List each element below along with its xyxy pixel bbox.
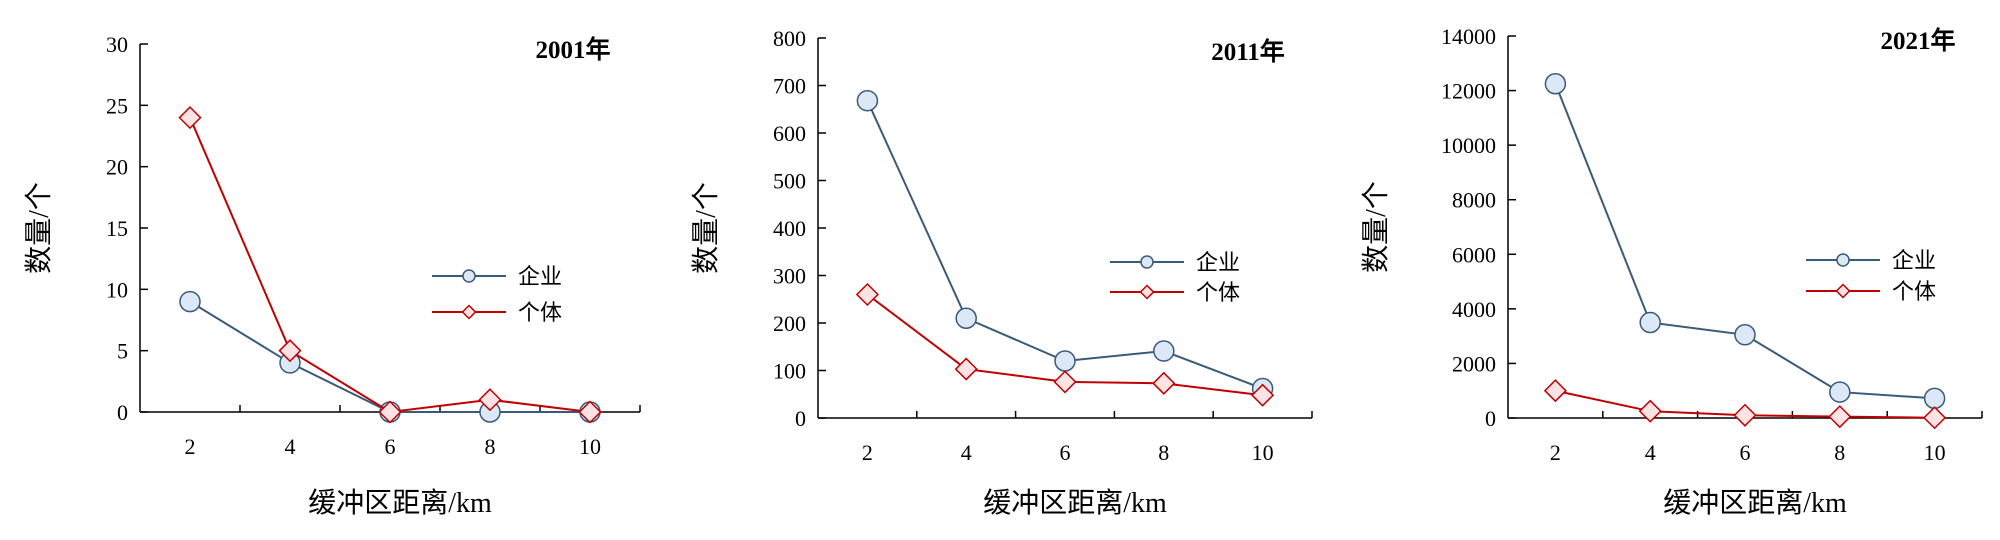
chart-title: 2011年 bbox=[1211, 37, 1285, 66]
y-tick-label: 5 bbox=[117, 339, 128, 364]
legend-label: 个体 bbox=[1196, 280, 1240, 305]
data-point-individual bbox=[1638, 399, 1662, 423]
data-point-enterprise bbox=[955, 307, 977, 329]
x-tick-label: 10 bbox=[579, 434, 601, 459]
x-tick-label: 4 bbox=[285, 434, 296, 459]
legend-marker-individual bbox=[461, 304, 477, 320]
x-tick-label: 8 bbox=[1158, 440, 1169, 465]
data-point-individual bbox=[1733, 403, 1757, 427]
legend-marker-individual bbox=[1139, 284, 1155, 300]
y-tick-label: 15 bbox=[106, 216, 128, 241]
y-tick-label: 2000 bbox=[1452, 351, 1496, 376]
y-tick-label: 100 bbox=[773, 359, 806, 384]
legend-label: 个体 bbox=[1892, 279, 1936, 304]
chart-title: 2001年 bbox=[535, 35, 610, 64]
x-tick-label: 4 bbox=[961, 440, 972, 465]
data-point-individual bbox=[478, 388, 502, 412]
x-tick-label: 6 bbox=[385, 434, 396, 459]
x-tick-label: 2 bbox=[862, 440, 873, 465]
data-point-enterprise bbox=[1829, 381, 1851, 403]
y-tick-label: 200 bbox=[773, 311, 806, 336]
y-tick-label: 25 bbox=[106, 93, 128, 118]
y-tick-label: 400 bbox=[773, 216, 806, 241]
y-axis-title: 数量/个 bbox=[23, 182, 55, 274]
data-point-individual bbox=[954, 357, 978, 381]
y-tick-label: 500 bbox=[773, 169, 806, 194]
x-axis-title: 缓冲区距离/km bbox=[983, 487, 1167, 519]
x-tick-label: 6 bbox=[1740, 440, 1751, 465]
y-tick-label: 0 bbox=[117, 400, 128, 425]
x-tick-label: 6 bbox=[1060, 440, 1071, 465]
y-tick-label: 800 bbox=[773, 26, 806, 51]
y-axis-title: 数量/个 bbox=[690, 182, 722, 274]
chart-title: 2021年 bbox=[1880, 26, 1955, 55]
x-axis-title: 缓冲区距离/km bbox=[1663, 487, 1847, 519]
y-tick-label: 4000 bbox=[1452, 297, 1496, 322]
y-tick-label: 0 bbox=[795, 406, 806, 431]
y-tick-label: 12000 bbox=[1441, 79, 1496, 104]
data-point-individual bbox=[578, 400, 602, 424]
data-point-individual bbox=[1828, 405, 1852, 429]
data-point-individual bbox=[1053, 370, 1077, 394]
x-tick-label: 10 bbox=[1924, 440, 1946, 465]
data-point-individual bbox=[1923, 406, 1947, 430]
data-point-enterprise bbox=[1153, 340, 1175, 362]
y-tick-label: 300 bbox=[773, 264, 806, 289]
data-point-individual bbox=[178, 106, 202, 130]
data-point-individual bbox=[378, 400, 402, 424]
y-tick-label: 20 bbox=[106, 155, 128, 180]
x-tick-label: 8 bbox=[1834, 440, 1845, 465]
y-axis-title: 数量/个 bbox=[1360, 181, 1392, 273]
chart-panel-2: 0 100 200 300 400 500 600 700 800 2 4 6 8 10 缓冲区距离/km 数… bbox=[690, 26, 1313, 519]
legend-marker-individual bbox=[1835, 283, 1851, 299]
y-tick-label: 14000 bbox=[1441, 24, 1496, 49]
y-tick-label: 10000 bbox=[1441, 133, 1496, 158]
chart-panel-3: 0 2000 4000 6000 8000 10000 12000 14000 2 4 6 8 10 缓冲… bbox=[1360, 24, 1983, 519]
y-tick-label: 0 bbox=[1485, 406, 1496, 431]
y-tick-label: 700 bbox=[773, 74, 806, 99]
data-point-enterprise bbox=[1734, 324, 1756, 346]
y-tick-label: 600 bbox=[773, 121, 806, 146]
x-tick-label: 2 bbox=[185, 434, 196, 459]
data-point-enterprise bbox=[1923, 387, 1946, 410]
series-line-enterprise bbox=[1554, 83, 1935, 400]
data-point-enterprise bbox=[1544, 73, 1567, 95]
legend-marker-enterprise bbox=[462, 269, 476, 283]
data-point-individual bbox=[855, 282, 879, 307]
legend-marker-enterprise bbox=[1836, 253, 1850, 267]
legend-label: 企业 bbox=[1892, 248, 1936, 273]
data-point-individual bbox=[1251, 383, 1275, 407]
x-tick-label: 4 bbox=[1645, 440, 1656, 465]
x-tick-label: 2 bbox=[1550, 440, 1561, 465]
x-tick-label: 8 bbox=[485, 434, 496, 459]
legend-label: 企业 bbox=[518, 264, 562, 289]
data-point-enterprise bbox=[1639, 311, 1661, 334]
legend-label: 企业 bbox=[1196, 250, 1240, 275]
y-tick-label: 8000 bbox=[1452, 188, 1496, 213]
y-tick-label: 30 bbox=[106, 32, 128, 57]
data-point-enterprise bbox=[179, 290, 201, 313]
data-point-individual bbox=[1152, 371, 1176, 395]
legend-label: 个体 bbox=[518, 300, 562, 325]
x-tick-label: 10 bbox=[1252, 440, 1274, 465]
data-point-enterprise bbox=[1054, 350, 1076, 372]
series-line-enterprise bbox=[866, 100, 1263, 390]
data-point-enterprise bbox=[856, 89, 879, 112]
data-point-individual bbox=[1543, 379, 1567, 403]
y-tick-label: 10 bbox=[106, 277, 128, 302]
legend-marker-enterprise bbox=[1140, 255, 1154, 269]
data-point-individual bbox=[278, 339, 302, 363]
y-tick-label: 6000 bbox=[1452, 242, 1496, 267]
x-axis-title: 缓冲区距离/km bbox=[308, 487, 492, 519]
